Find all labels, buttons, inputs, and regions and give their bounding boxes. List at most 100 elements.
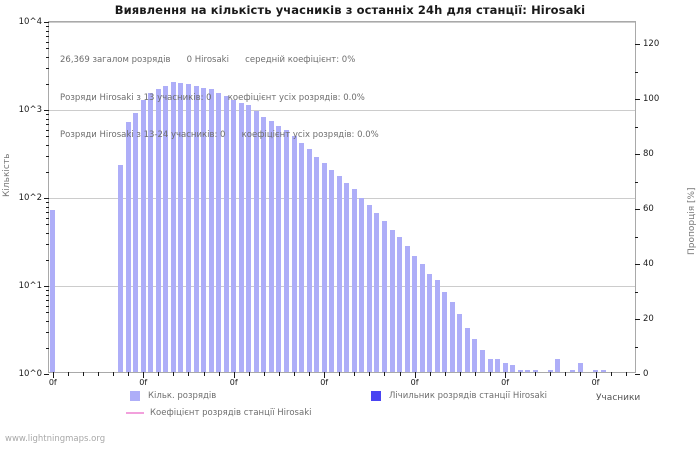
y-tick-right [635, 264, 640, 265]
x-tick [339, 372, 341, 376]
bar [291, 136, 297, 372]
x-tick-label: 0f [48, 378, 57, 387]
x-tick [233, 372, 235, 378]
annotation-line-total: 26,369 загалом розрядів 0 Hirosaki серед… [60, 55, 356, 65]
y-tick-left-minor [46, 57, 49, 59]
x-tick [595, 372, 597, 378]
bar [253, 110, 259, 372]
bar [570, 369, 576, 372]
gridline-y [49, 22, 635, 23]
bar [547, 369, 553, 372]
bar [223, 95, 229, 372]
bar [419, 263, 425, 372]
y-tick-right [635, 154, 640, 155]
y-tick-left-minor [46, 171, 49, 173]
y-tick-left-minor [46, 332, 49, 333]
y-tick-label-right: 80 [643, 149, 654, 159]
gridline-y [49, 286, 635, 287]
x-tick [369, 372, 371, 376]
x-tick [490, 372, 491, 376]
x-tick [625, 372, 627, 376]
y-tick-label-right: 120 [643, 39, 660, 49]
bar [246, 105, 252, 372]
y-tick-left-minor [46, 347, 49, 349]
x-tick [550, 372, 552, 376]
chart-legend: Кільк. розрядів Лічильник розрядів станц… [0, 389, 700, 429]
y-tick-right-minor [635, 126, 638, 128]
x-tick [188, 372, 190, 376]
y-tick-left-minor [46, 26, 49, 28]
bar [329, 169, 335, 372]
y-tick-left-minor [46, 290, 49, 292]
annotation-line-13-24: Розряди Hirosaki з 13-24 учасників: 0 ко… [60, 130, 379, 140]
bar [238, 103, 244, 372]
y-tick-left-minor [46, 68, 49, 69]
chart-title: Виявлення на кількість учасників з остан… [114, 3, 586, 17]
legend-label-count: Кільк. розрядів [148, 391, 217, 401]
bar [600, 369, 606, 372]
y-tick-left-minor [46, 41, 49, 43]
annotation-block: 26,369 загалом розрядів 0 Hirosaki серед… [60, 29, 379, 167]
y-tick-left-minor [46, 259, 49, 261]
legend-item-count[interactable]: Кільк. розрядів [130, 391, 216, 401]
bar [427, 273, 433, 372]
bar [464, 327, 470, 372]
y-tick-left-minor [46, 114, 49, 116]
bar [412, 255, 418, 372]
x-tick-label: 0f [410, 378, 419, 387]
x-tick [354, 372, 356, 376]
y-tick-left-minor [46, 118, 49, 120]
y-tick-label-left: 10^3 [18, 105, 42, 115]
x-tick-label: 0f [320, 378, 329, 387]
bar [170, 82, 176, 372]
x-tick [143, 372, 145, 378]
y-tick-left-minor [46, 145, 49, 147]
x-tick [67, 372, 69, 376]
y-tick-left-minor [46, 30, 49, 32]
bar [216, 93, 222, 372]
bar [178, 83, 184, 372]
x-tick [520, 372, 522, 376]
y-tick-label-right: 100 [643, 94, 660, 104]
bar [525, 369, 531, 372]
legend-item-station-counter[interactable]: Лічильник розрядів станції Hirosaki [371, 391, 547, 401]
bar [125, 122, 131, 372]
y-tick-left-minor [46, 305, 49, 307]
y-tick-left-minor [46, 211, 49, 213]
legend-label-station-ratio: Коефіцієнт розрядів станції Hirosaki [150, 408, 312, 418]
y-tick-left-minor [46, 206, 49, 208]
gridline-y [49, 110, 635, 111]
bar [502, 363, 508, 372]
bar [593, 369, 599, 372]
x-tick [158, 372, 160, 376]
x-tick [324, 372, 326, 378]
bar [442, 291, 448, 372]
bar [118, 165, 124, 372]
x-tick [474, 372, 476, 376]
bar [261, 116, 267, 372]
bar [283, 130, 289, 372]
bar [321, 162, 327, 372]
y-tick-right [635, 374, 640, 375]
y-tick-left-minor [46, 123, 49, 125]
bar [449, 301, 455, 372]
y-tick-left-minor [46, 312, 49, 314]
x-tick [565, 372, 567, 376]
legend-swatch-station-ratio [126, 412, 144, 414]
y-axis-title-right: Пропорція [%] [687, 187, 697, 255]
bar [555, 359, 561, 372]
legend-swatch-count [130, 391, 140, 401]
bar [381, 221, 387, 372]
y-tick-label-left: 10^4 [18, 17, 42, 27]
bar [397, 237, 403, 372]
x-tick [248, 372, 250, 376]
bar [276, 126, 282, 372]
bar [532, 369, 538, 372]
bar [336, 175, 342, 372]
legend-item-station-ratio[interactable]: Коефіцієнт розрядів станції Hirosaki [126, 408, 312, 418]
y-tick-right [635, 319, 640, 320]
y-tick-label-left: 10^0 [18, 369, 42, 379]
x-tick [52, 372, 54, 378]
bar [517, 369, 523, 372]
x-tick [384, 372, 386, 376]
